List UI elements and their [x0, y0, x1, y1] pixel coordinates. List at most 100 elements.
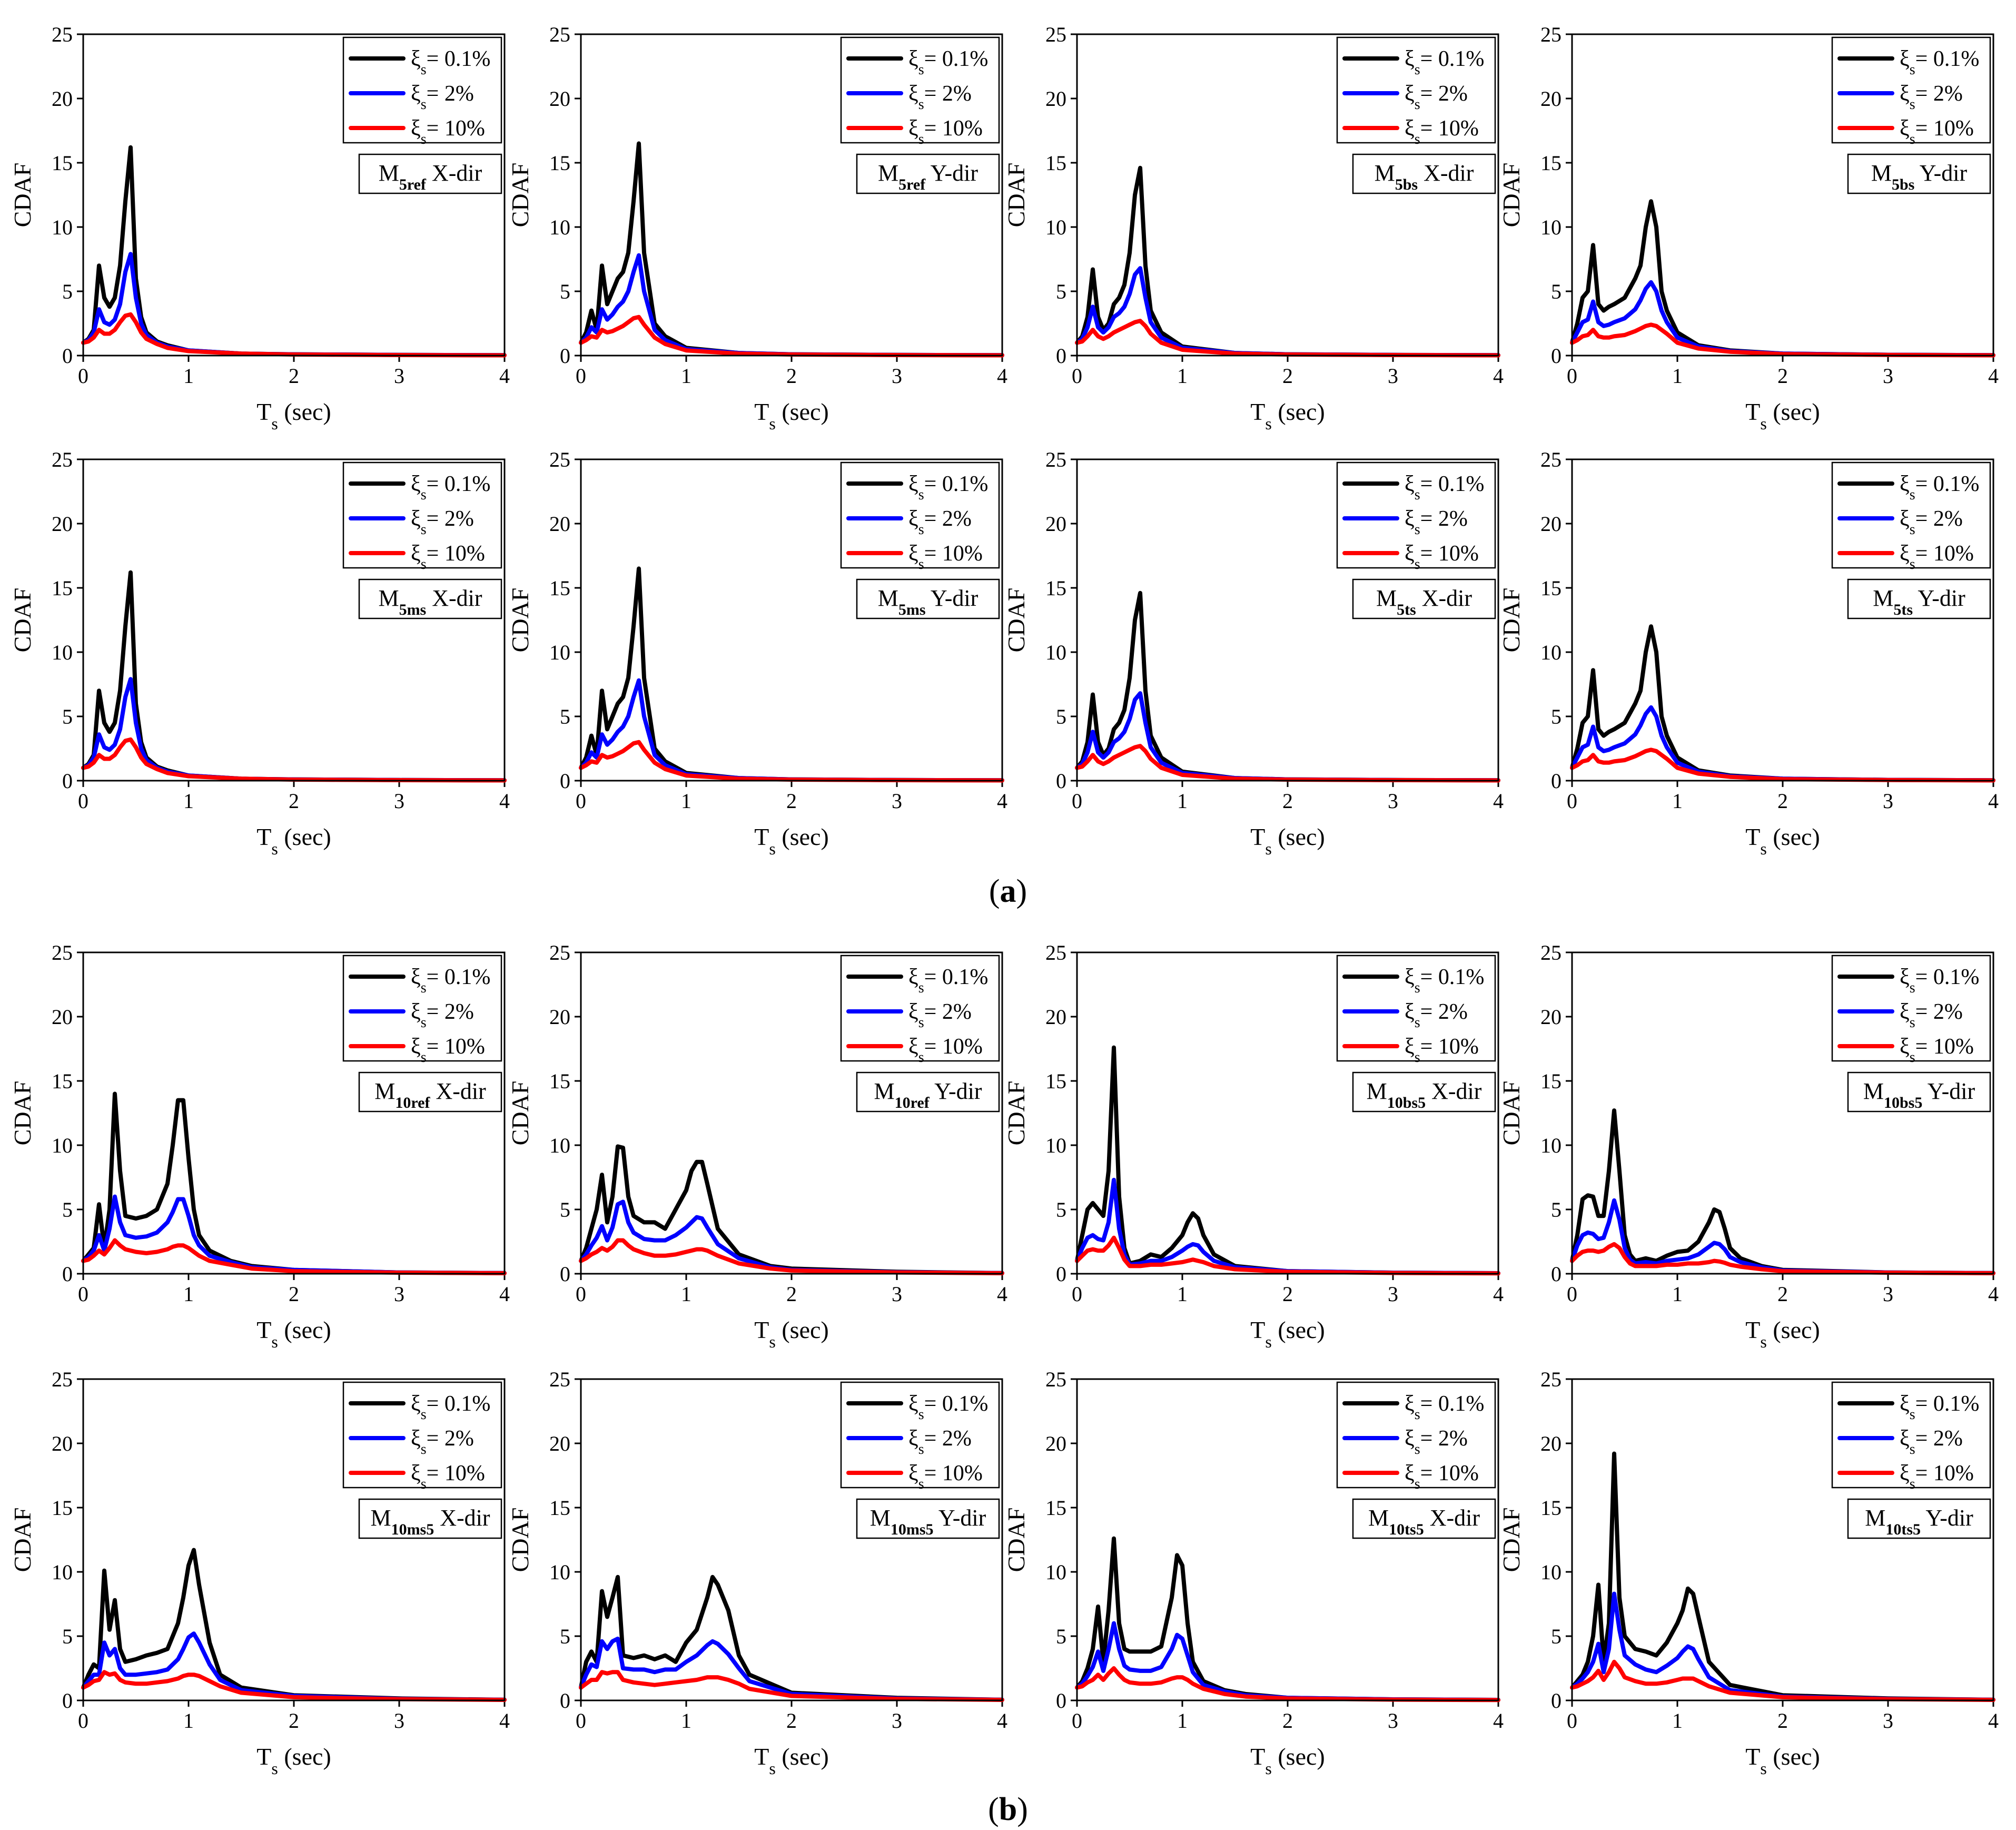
y-axis-label: CDAF: [1498, 1508, 1525, 1572]
legend-label: ξs= 2%: [411, 82, 474, 113]
x-axis-label: Ts (sec): [1250, 1743, 1325, 1778]
x-tick-label: 4: [1493, 1282, 1504, 1306]
x-tick-label: 2: [1282, 364, 1293, 388]
y-tick-label: 15: [52, 151, 73, 175]
legend-label: ξs= 2%: [1405, 507, 1468, 538]
legend-label: ξs= 0.1%: [411, 965, 490, 996]
series-line: [1075, 165, 1500, 358]
legend-label: ξs= 0.1%: [908, 472, 988, 503]
series-line: [1570, 1451, 1995, 1702]
legend-box: [342, 1381, 502, 1489]
x-tick-label: 3: [1388, 1709, 1398, 1733]
panel-label-text: M10ts5 Y-dir: [1865, 1505, 1973, 1538]
x-tick-label: 3: [892, 1282, 902, 1306]
y-axis-label: CDAF: [9, 163, 36, 228]
y-tick-label: 15: [1045, 151, 1066, 175]
panel-label-box: [1352, 1498, 1496, 1539]
y-tick-label: 15: [1540, 1069, 1562, 1093]
series-line: [81, 1631, 507, 1702]
x-tick-label: 3: [1883, 789, 1893, 813]
legend: ξs= 0.1%ξs= 2%ξs= 10%: [1831, 1381, 1991, 1492]
y-tick-label: 0: [1551, 1262, 1562, 1286]
panel-label-text: M5ms X-dir: [378, 585, 482, 618]
x-tick-label: 1: [1177, 1282, 1188, 1306]
y-tick-label: 25: [549, 1367, 570, 1391]
x-tick-label: 0: [1567, 1709, 1577, 1733]
legend-label: ξs= 0.1%: [1900, 472, 1979, 503]
legend-label: ξs= 10%: [411, 1461, 485, 1492]
x-tick-label: 2: [289, 1709, 299, 1733]
x-tick-label: 0: [1567, 364, 1577, 388]
panel-label: M5bs X-dir: [1352, 153, 1496, 194]
panel-label-text: M5ms Y-dir: [878, 585, 979, 618]
panel-label-box: [856, 1071, 1000, 1113]
legend-box: [1831, 461, 1991, 569]
panel-label-text: M10ms5 X-dir: [370, 1505, 490, 1538]
x-tick-label: 2: [289, 1282, 299, 1306]
legend: ξs= 0.1%ξs= 2%ξs= 10%: [1336, 955, 1496, 1066]
legend-label: ξs= 2%: [1405, 1000, 1468, 1031]
legend-label: ξs= 0.1%: [411, 47, 490, 78]
legend: ξs= 0.1%ξs= 2%ξs= 10%: [342, 1381, 502, 1492]
y-tick-label: 10: [52, 215, 73, 239]
series-line: [579, 314, 1004, 358]
legend-label: ξs= 2%: [908, 82, 972, 113]
x-tick-label: 4: [997, 364, 1007, 388]
plot-frame: [580, 1378, 1003, 1701]
legend-box: [342, 36, 502, 144]
group-label-a: (a): [989, 873, 1027, 909]
x-axis-label: Ts (sec): [1250, 1316, 1325, 1351]
legend: ξs= 0.1%ξs= 2%ξs= 10%: [840, 36, 1000, 147]
x-tick-label: 3: [892, 789, 902, 813]
x-tick-label: 4: [1988, 364, 1999, 388]
series-line: [579, 678, 1004, 783]
y-axis-label: CDAF: [9, 1508, 36, 1572]
y-tick-label: 5: [1056, 1625, 1066, 1648]
x-tick-label: 1: [183, 789, 194, 813]
legend-box: [1336, 36, 1496, 144]
panel-label-text: M10ref X-dir: [374, 1078, 486, 1111]
x-axis-label: Ts (sec): [1745, 823, 1820, 858]
x-axis-label: Ts (sec): [256, 398, 331, 433]
x-tick-label: 0: [1072, 364, 1082, 388]
series-line: [1570, 1659, 1995, 1702]
y-tick-label: 25: [1045, 941, 1066, 965]
legend: ξs= 0.1%ξs= 2%ξs= 10%: [840, 1381, 1000, 1492]
legend-label: ξs= 0.1%: [1405, 472, 1484, 503]
legend-label: ξs= 2%: [1900, 1426, 1963, 1458]
y-tick-label: 10: [1540, 1560, 1562, 1584]
x-tick-label: 0: [1072, 1282, 1082, 1306]
x-tick-label: 4: [1988, 789, 1999, 813]
y-tick-label: 10: [1540, 1134, 1562, 1157]
x-tick-label: 2: [786, 1282, 797, 1306]
legend-label: ξs= 2%: [1900, 82, 1963, 113]
y-tick-label: 10: [549, 215, 570, 239]
x-tick-label: 2: [1777, 789, 1788, 813]
legend-box: [342, 461, 502, 569]
panel-label-text: M5ref X-dir: [379, 160, 482, 193]
y-tick-label: 15: [1540, 1496, 1562, 1520]
y-tick-label: 25: [52, 1367, 73, 1391]
series-line: [81, 312, 507, 358]
y-tick-label: 15: [1045, 1069, 1066, 1093]
panel-label-text: M10ts5 X-dir: [1368, 1505, 1480, 1538]
x-tick-label: 1: [681, 1709, 691, 1733]
legend-label: ξs= 2%: [908, 1426, 972, 1458]
panel-label: M10ts5 X-dir: [1352, 1498, 1496, 1539]
x-tick-label: 3: [892, 1709, 902, 1733]
plot-frame: [580, 458, 1003, 782]
y-tick-label: 10: [1045, 641, 1066, 664]
x-tick-label: 4: [997, 1282, 1007, 1306]
y-tick-label: 0: [560, 769, 570, 793]
x-tick-label: 2: [1282, 789, 1293, 813]
x-axis-label: Ts (sec): [1745, 1316, 1820, 1351]
panel-label-box: [358, 153, 502, 194]
y-tick-label: 25: [1540, 448, 1562, 471]
series-line: [579, 1238, 1004, 1275]
